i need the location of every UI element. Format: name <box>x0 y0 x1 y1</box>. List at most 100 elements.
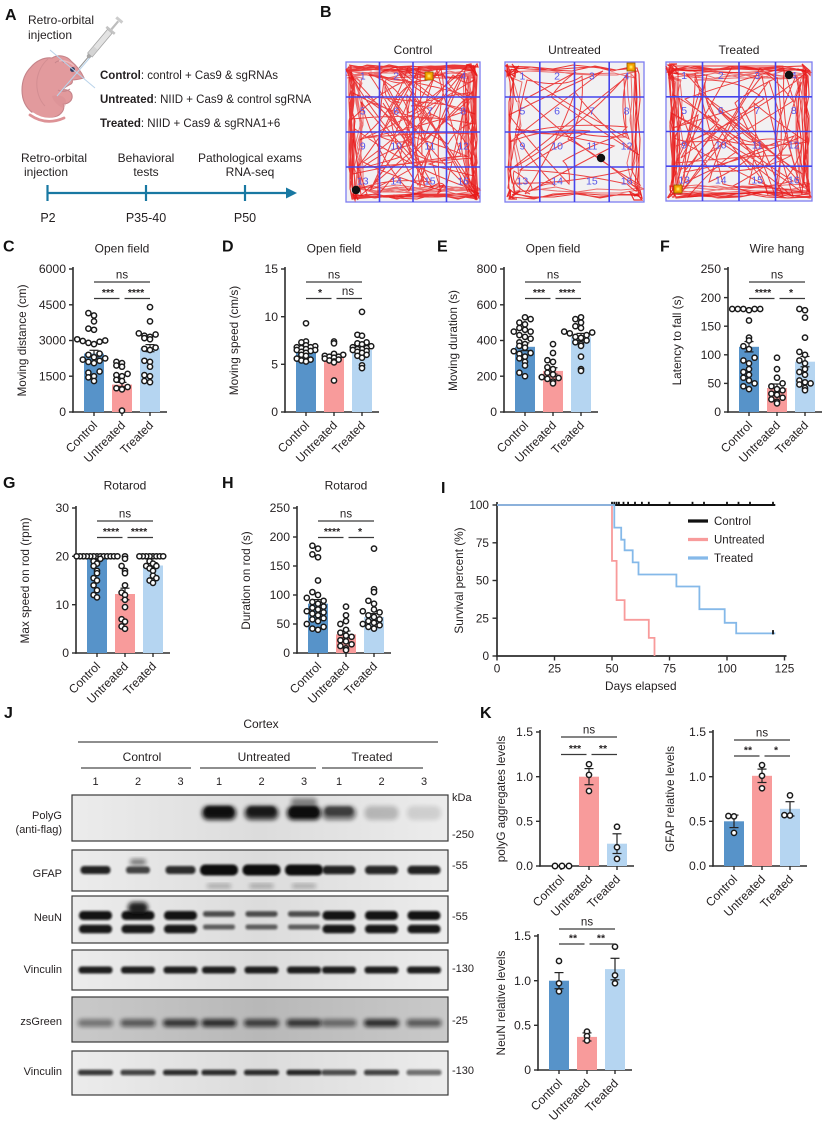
svg-text:Behavioral: Behavioral <box>118 151 175 165</box>
svg-text:Control: Control <box>394 43 433 57</box>
svg-text:1: 1 <box>519 70 525 82</box>
svg-text:ns: ns <box>328 270 340 282</box>
svg-text:800: 800 <box>477 262 498 276</box>
svg-text:0: 0 <box>271 405 278 419</box>
svg-text:****: **** <box>755 287 772 299</box>
svg-text:7: 7 <box>427 105 433 117</box>
svg-text:*: * <box>358 526 363 538</box>
svg-text:125: 125 <box>775 662 795 676</box>
svg-text:16: 16 <box>457 175 469 187</box>
svg-text:Treated: Treated <box>352 750 393 764</box>
svg-text:3: 3 <box>754 70 760 82</box>
svg-text:1.5: 1.5 <box>689 725 706 739</box>
svg-text:50: 50 <box>707 377 721 391</box>
svg-text:tests: tests <box>133 165 158 179</box>
svg-text:Untreated: Untreated <box>548 43 601 57</box>
svg-text:15: 15 <box>264 262 278 276</box>
svg-text:1: 1 <box>92 776 98 788</box>
svg-text:polyG aggregates levels: polyG aggregates levels <box>494 736 508 863</box>
svg-text:11: 11 <box>586 140 597 152</box>
svg-text:3: 3 <box>177 776 183 788</box>
svg-text:K: K <box>480 705 492 722</box>
svg-text:0: 0 <box>59 405 66 419</box>
svg-text:Retro-orbital: Retro-orbital <box>28 13 94 27</box>
svg-text:6: 6 <box>554 105 560 117</box>
svg-text:6: 6 <box>393 105 399 117</box>
svg-text:*: * <box>789 287 794 299</box>
svg-text:**: ** <box>599 743 608 755</box>
svg-text:F: F <box>660 239 670 256</box>
svg-text:6: 6 <box>718 105 724 117</box>
svg-text:600: 600 <box>477 298 498 312</box>
svg-text:C: C <box>3 239 15 256</box>
svg-text:3000: 3000 <box>39 334 66 348</box>
svg-text:B: B <box>320 4 332 21</box>
svg-text:150: 150 <box>701 319 722 333</box>
svg-text:Vinculin: Vinculin <box>24 964 62 976</box>
svg-text:Retro-orbital: Retro-orbital <box>21 151 87 165</box>
svg-text:50: 50 <box>605 662 619 676</box>
svg-text:13: 13 <box>517 175 529 187</box>
svg-text:4: 4 <box>624 70 630 82</box>
svg-text:13: 13 <box>678 175 690 187</box>
svg-text:ns: ns <box>583 725 595 737</box>
svg-text:-130: -130 <box>452 1065 474 1077</box>
svg-text:1.0: 1.0 <box>516 770 533 784</box>
svg-text:****: **** <box>103 526 120 538</box>
svg-text:injection: injection <box>24 165 68 179</box>
svg-text:1: 1 <box>681 70 687 82</box>
svg-text:Untreated: NIID + Cas9 & contr: Untreated: NIID + Cas9 & control sgRNA <box>100 94 312 106</box>
svg-text:15: 15 <box>586 175 598 187</box>
svg-text:4: 4 <box>460 70 466 82</box>
svg-text:150: 150 <box>270 559 291 573</box>
svg-text:2: 2 <box>135 776 141 788</box>
svg-text:0: 0 <box>494 662 501 676</box>
svg-text:100: 100 <box>701 348 722 362</box>
svg-text:20: 20 <box>55 550 69 564</box>
svg-text:Control: Control <box>714 516 751 528</box>
svg-text:ns: ns <box>547 270 559 282</box>
svg-text:Open field: Open field <box>526 242 581 256</box>
svg-text:0.5: 0.5 <box>514 1019 531 1033</box>
svg-text:Rotarod: Rotarod <box>325 479 368 493</box>
svg-text:8: 8 <box>624 105 630 117</box>
svg-text:13: 13 <box>357 175 369 187</box>
svg-text:2: 2 <box>393 70 399 82</box>
svg-text:Duration on rod (s): Duration on rod (s) <box>239 531 253 629</box>
svg-text:Pathological exams: Pathological exams <box>198 151 302 165</box>
svg-text:Treated: Treated <box>714 553 753 565</box>
svg-text:-250: -250 <box>452 829 474 841</box>
svg-text:ns: ns <box>340 509 352 521</box>
svg-text:P50: P50 <box>234 211 256 225</box>
svg-text:A: A <box>5 7 17 24</box>
svg-text:Max speed on rod (rpm): Max speed on rod (rpm) <box>18 517 32 643</box>
svg-text:1: 1 <box>216 776 222 788</box>
svg-text:8: 8 <box>791 105 797 117</box>
svg-text:Moving distance (cm): Moving distance (cm) <box>15 284 29 396</box>
svg-text:10: 10 <box>264 310 278 324</box>
svg-text:1: 1 <box>336 776 342 788</box>
svg-text:GFAP relative levels: GFAP relative levels <box>663 746 677 852</box>
svg-text:12: 12 <box>621 140 633 152</box>
svg-text:-55: -55 <box>452 911 468 923</box>
svg-text:**: ** <box>569 933 578 945</box>
svg-text:2: 2 <box>554 70 560 82</box>
svg-text:P35-40: P35-40 <box>126 211 166 225</box>
svg-text:ns: ns <box>756 728 768 740</box>
svg-text:15: 15 <box>424 175 436 187</box>
svg-text:Days elapsed: Days elapsed <box>605 679 676 693</box>
svg-text:12: 12 <box>457 140 469 152</box>
svg-text:400: 400 <box>477 334 498 348</box>
svg-text:50: 50 <box>476 574 490 588</box>
svg-text:Open field: Open field <box>307 242 362 256</box>
svg-text:ns: ns <box>342 286 354 298</box>
svg-text:-130: -130 <box>452 963 474 975</box>
svg-text:ns: ns <box>581 917 593 929</box>
svg-text:PolyG: PolyG <box>32 810 62 822</box>
svg-text:5: 5 <box>681 105 687 117</box>
svg-text:1.0: 1.0 <box>689 770 706 784</box>
svg-text:ns: ns <box>119 509 131 521</box>
svg-text:10: 10 <box>715 140 727 152</box>
svg-text:Treated: NIID + Cas9 & sgRNA1+: Treated: NIID + Cas9 & sgRNA1+6 <box>100 118 280 130</box>
svg-text:6000: 6000 <box>39 262 66 276</box>
